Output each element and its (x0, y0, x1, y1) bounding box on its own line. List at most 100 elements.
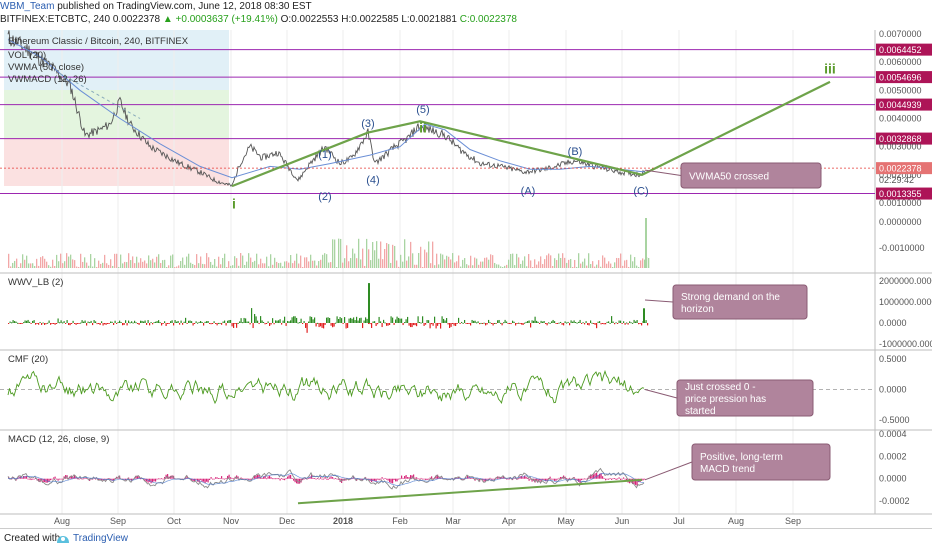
wwv-bar (17, 322, 19, 324)
wwv-bar (404, 322, 406, 324)
wwv-bar (573, 320, 575, 323)
volume-bar (424, 249, 426, 268)
volume-bar (264, 263, 266, 268)
macd-histogram-bar (516, 478, 518, 480)
volume-bar (300, 255, 302, 268)
wwv-bar (639, 323, 641, 324)
volume-bar (604, 257, 606, 268)
callout-vwma-pointer (644, 169, 682, 176)
volume-bar (462, 259, 464, 268)
volume-bar (624, 260, 626, 268)
volume-bar (138, 262, 140, 268)
macd-histogram-bar (606, 478, 608, 480)
wwv-bar (107, 323, 109, 324)
macd-histogram-bar (327, 478, 329, 480)
volume-bar (438, 264, 440, 268)
wwv-bar (162, 323, 164, 324)
wave-label: (A) (521, 186, 536, 198)
wwv-bar (297, 322, 299, 324)
macd-histogram-bar (567, 478, 569, 481)
signal-series (8, 473, 645, 486)
volume-bar (380, 241, 382, 268)
wwv-bar (146, 323, 148, 325)
macd-histogram-bar (407, 477, 409, 479)
volume-bar (524, 256, 526, 268)
tradingview-brand-link[interactable]: TradingView (73, 533, 129, 544)
wwv-bar (371, 323, 373, 328)
macd-histogram-bar (359, 478, 361, 480)
volume-bar (500, 266, 502, 268)
wwv-bar (197, 322, 199, 324)
volume-bar (86, 262, 88, 268)
macd-histogram-bar (429, 477, 431, 479)
wwv-bar (521, 323, 523, 325)
macd-histogram-bar (383, 478, 385, 480)
wwv-bar (491, 323, 493, 324)
wwv-bar (587, 323, 589, 325)
macd-histogram-bar (618, 477, 620, 479)
price-tick-label: 0.0030000 (879, 142, 922, 152)
volume-bar (18, 267, 20, 268)
macd-histogram-bar (437, 474, 439, 479)
level-label: 0.0013355 (879, 189, 922, 199)
wwv-bar (104, 323, 106, 325)
volume-bar (476, 258, 478, 268)
macd-histogram-bar (521, 476, 523, 479)
wwv-bar (194, 323, 196, 324)
wwv-bar (155, 321, 157, 323)
wwv-bar (503, 322, 505, 324)
volume-bar (394, 245, 396, 268)
wwv-bar (558, 322, 560, 324)
macd-histogram-bar (263, 476, 265, 479)
wwv-bar (486, 323, 488, 325)
wwv-bar (330, 323, 332, 326)
callout-demand-text: horizon (681, 304, 714, 315)
macd-histogram-bar (215, 477, 217, 479)
wwv-bar (12, 320, 14, 323)
macd-histogram-bar (350, 478, 352, 480)
wwv-bar (462, 322, 464, 324)
wwv-bar (177, 320, 179, 323)
volume-bar (262, 263, 264, 268)
volume-bar (360, 259, 362, 268)
macd-histogram-bar (11, 478, 13, 480)
wwv-bar (515, 323, 517, 326)
volume-bar (588, 253, 590, 268)
wwv-bar (80, 322, 82, 324)
volume-bar (566, 262, 568, 268)
wwv-bar (368, 323, 370, 324)
pane-title: Ethereum Classic / Bitcoin, 240, BITFINE… (8, 36, 189, 47)
wwv-bar (396, 316, 398, 323)
wwv-bar (263, 321, 265, 323)
volume-bar (622, 265, 624, 268)
macd-histogram-bar (492, 478, 494, 480)
volume-bar (130, 260, 132, 268)
level-label: 0.0044939 (879, 100, 922, 110)
wwv-bar (540, 320, 542, 323)
wwv-bar (326, 317, 328, 323)
macd-histogram-bar (360, 478, 362, 481)
wwv-bar (588, 323, 590, 326)
volume-bar (638, 267, 640, 268)
macd-histogram-bar (362, 478, 364, 481)
macd-histogram-bar (279, 478, 281, 481)
volume-bar (632, 261, 634, 268)
macd-histogram-bar (554, 478, 556, 481)
volume-bar (570, 259, 572, 268)
wwv-bar (456, 323, 458, 324)
wwv-bar (582, 322, 584, 324)
volume-bar (470, 255, 472, 268)
author-link[interactable]: WBM_Team (0, 1, 55, 12)
x-tick-label: Oct (167, 516, 182, 526)
wave-label: ii (419, 120, 427, 136)
macd-histogram-bar (185, 477, 187, 479)
wwv-bar (351, 318, 353, 323)
wwv-bar (300, 318, 302, 323)
macd-histogram-bar (150, 478, 152, 484)
volume-bar (42, 256, 44, 268)
cmf-tick-label: 0.0000 (879, 384, 907, 394)
wwv-bar (116, 323, 118, 324)
macd-histogram-bar (326, 478, 328, 480)
macd-histogram-bar (336, 478, 338, 480)
volume-bar (616, 257, 618, 268)
